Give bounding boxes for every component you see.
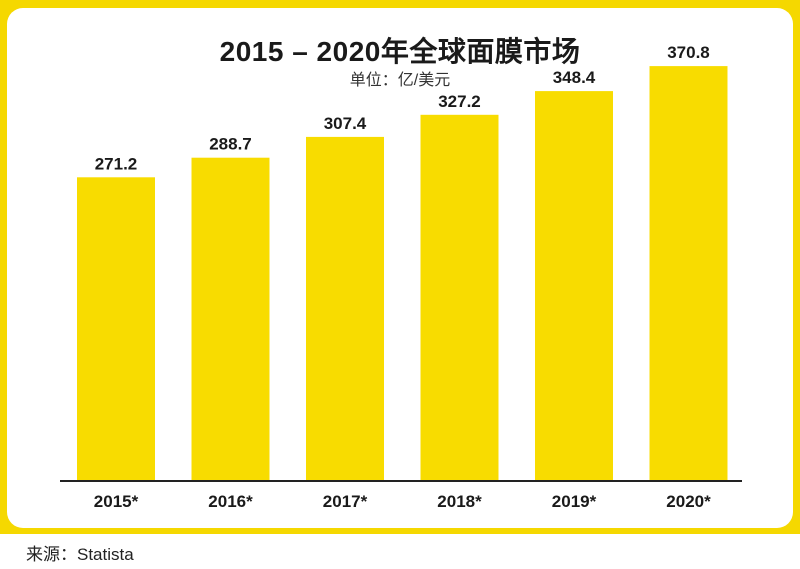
- bar-2015: [77, 177, 155, 481]
- value-label: 327.2: [438, 92, 481, 111]
- bars-group: [77, 66, 728, 481]
- source-note: 来源：Statista: [26, 545, 134, 564]
- value-label: 307.4: [324, 114, 367, 133]
- category-tick-label: 2017*: [323, 492, 368, 511]
- category-tick-label: 2020*: [666, 492, 711, 511]
- bar-2017: [306, 136, 384, 480]
- chart-title: 2015 – 2020年全球面膜市场: [219, 36, 581, 67]
- bar-2019: [535, 91, 613, 480]
- value-label: 288.7: [209, 135, 252, 154]
- bar-2016: [191, 157, 270, 480]
- value-label: 370.8: [667, 43, 710, 62]
- category-tick-label: 2018*: [437, 492, 482, 511]
- bar-2018: [420, 114, 499, 481]
- chart-unit-label: 单位：亿/美元: [349, 72, 451, 89]
- value-label: 271.2: [95, 154, 138, 173]
- labels-group: 271.2 2015* 288.7 2016* 307.4 2017* 327.2 2018*…: [94, 43, 711, 511]
- category-tick-label: 2016*: [208, 492, 253, 511]
- value-label: 348.4: [553, 68, 596, 87]
- bar-2020: [649, 66, 728, 480]
- category-tick-label: 2019*: [552, 492, 597, 511]
- category-tick-label: 2015*: [94, 492, 139, 511]
- bar-chart: 271.2 2015* 288.7 2016* 307.4 2017* 327.2 2018*…: [60, 43, 742, 511]
